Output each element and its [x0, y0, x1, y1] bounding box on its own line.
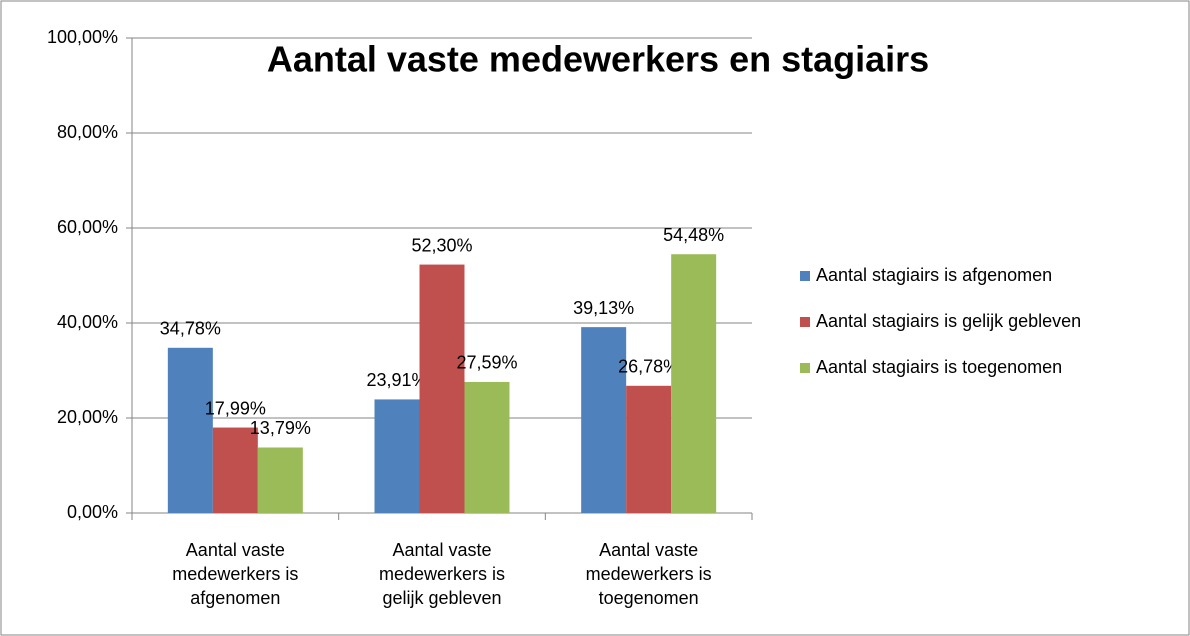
bar	[419, 264, 465, 513]
legend-label: Aantal stagiairs is gelijk gebleven	[816, 311, 1081, 331]
legend-swatch	[800, 363, 810, 373]
x-tick-label: Aantal vaste medewerkers is afgenomen	[172, 540, 299, 608]
data-label: 13,79%	[250, 418, 311, 438]
x-tick-label: Aantal vaste medewerkers is toegenomen	[585, 540, 712, 608]
bar	[257, 447, 303, 513]
y-tick-label: 80,00%	[57, 122, 118, 142]
bar	[671, 254, 717, 513]
data-label: 54,48%	[663, 225, 724, 245]
y-tick-label: 100,00%	[47, 27, 118, 47]
legend-swatch	[800, 317, 810, 327]
data-label: 17,99%	[205, 398, 266, 418]
bar	[167, 347, 213, 513]
bar	[581, 327, 627, 513]
data-label: 39,13%	[573, 298, 634, 318]
data-label: 34,78%	[160, 319, 221, 339]
data-label: 52,30%	[411, 235, 472, 255]
bar	[626, 385, 672, 513]
chart-title: Aantal vaste medewerkers en stagiairs	[267, 39, 929, 80]
y-tick-label: 40,00%	[57, 312, 118, 332]
bar	[464, 381, 510, 513]
bar	[212, 427, 258, 513]
y-tick-label: 0,00%	[67, 502, 118, 522]
bar	[374, 399, 420, 513]
legend-swatch	[800, 271, 810, 281]
y-tick-label: 60,00%	[57, 217, 118, 237]
legend-label: Aantal stagiairs is toegenomen	[816, 357, 1062, 377]
y-tick-label: 20,00%	[57, 407, 118, 427]
data-label: 26,78%	[618, 357, 679, 377]
legend-label: Aantal stagiairs is afgenomen	[816, 265, 1052, 285]
data-label: 27,59%	[456, 353, 517, 373]
data-label: 23,91%	[366, 370, 427, 390]
x-tick-label: Aantal vaste medewerkers is gelijk geble…	[378, 540, 506, 608]
